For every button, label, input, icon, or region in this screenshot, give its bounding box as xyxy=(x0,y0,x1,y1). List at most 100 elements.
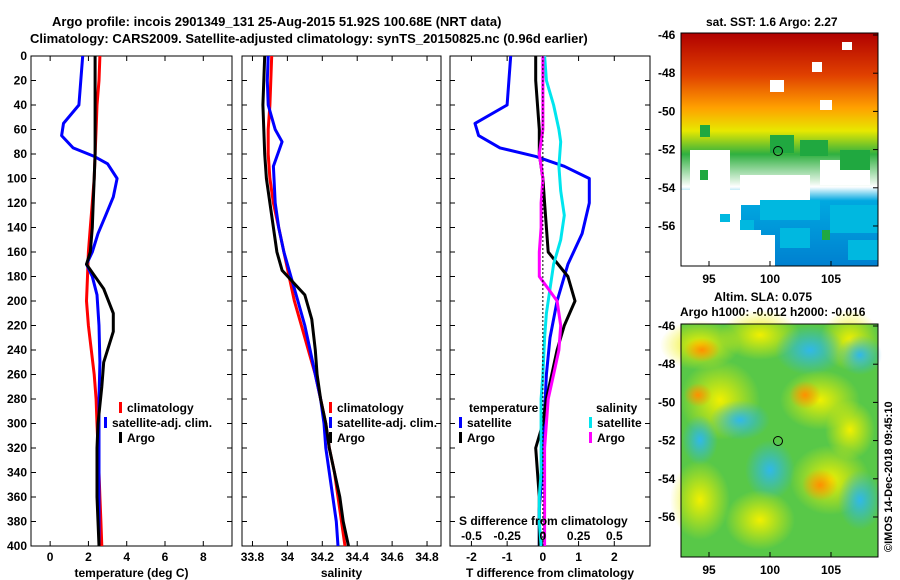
series-t-argo xyxy=(534,56,577,546)
depth-axis: 0 20 40 60 80 100 120 140 160 180 200 220 240 260 280 3… xyxy=(7,49,27,553)
sst-map: sat. SST: 1.6 Argo: 2.27 -46 -48 -50 -52 -54… xyxy=(658,15,879,286)
temperature-panel: 0 2 4 6 8 temperature (deg C) xyxy=(30,55,233,580)
depth-tick-label: 300 xyxy=(7,417,27,431)
series-satellite-adj-clim- xyxy=(60,55,119,546)
legend-satellite-label: satellite-adj. clim. xyxy=(112,416,212,430)
depth-tick-label: 0 xyxy=(20,49,27,63)
x-tick-label: 4 xyxy=(123,550,130,564)
s-difference-tick-label: -0.25 xyxy=(493,529,521,543)
sal-legend-climatology-label: climatology xyxy=(337,401,404,415)
x-tick-label: 8 xyxy=(200,550,207,564)
sla-anomaly-blob xyxy=(710,400,770,440)
lat-tick-label: -46 xyxy=(658,28,676,42)
diff-legend-salinity-title: salinity xyxy=(596,401,638,415)
s-difference-axis-title: S difference from climatology xyxy=(459,514,628,528)
diff-legend-s-argo-label: Argo xyxy=(597,431,625,445)
sal-legend-satellite-label: satellite-adj. clim. xyxy=(337,416,437,430)
depth-tick-label: 260 xyxy=(7,368,27,382)
figure-title-line2: Climatology: CARS2009. Satellite-adjuste… xyxy=(30,31,588,46)
sla-anomaly-blob xyxy=(838,470,882,530)
sst-pixel-block xyxy=(842,42,852,50)
lat-tick-label: -50 xyxy=(658,395,676,409)
sla-anomaly-blob xyxy=(682,415,718,465)
s-difference-tick-label: 0.25 xyxy=(567,529,591,543)
x-tick-label: 34.2 xyxy=(311,550,335,564)
lat-tick-label: -56 xyxy=(658,219,676,233)
x-tick-label: 0 xyxy=(540,550,547,564)
lon-tick-label: 95 xyxy=(702,272,716,286)
temperature-legend: climatology satellite-adj. clim. Argo xyxy=(104,401,212,445)
sla-anomaly-blob xyxy=(838,335,882,375)
sst-map-title: sat. SST: 1.6 Argo: 2.27 xyxy=(706,15,838,29)
salinity-legend: climatology satellite-adj. clim. Argo xyxy=(329,401,437,445)
diff-legend-t-satellite-swatch xyxy=(459,417,462,428)
legend-climatology-swatch xyxy=(119,402,122,413)
sal-legend-argo-swatch xyxy=(329,432,332,443)
diff-legend-s-satellite-label: satellite xyxy=(597,416,642,430)
x-axis-label: temperature (deg C) xyxy=(74,566,188,580)
sst-pixel-block xyxy=(700,125,710,137)
depth-tick-label: 100 xyxy=(7,172,27,186)
sla-anomaly-blob xyxy=(670,460,730,540)
depth-tick-label: 360 xyxy=(7,490,27,504)
lat-tick-label: -48 xyxy=(658,66,676,80)
legend-argo-swatch xyxy=(119,432,122,443)
lon-tick-label: 105 xyxy=(821,272,841,286)
depth-tick-label: 340 xyxy=(7,466,27,480)
sst-pixel-block xyxy=(848,240,878,260)
x-tick-label: 34.4 xyxy=(346,550,370,564)
lat-tick-label: -54 xyxy=(658,181,676,195)
series-argo xyxy=(261,55,350,547)
sla-anomaly-blob xyxy=(825,400,875,460)
sal-legend-satellite-swatch xyxy=(329,417,332,428)
x-tick-label: 2 xyxy=(85,550,92,564)
sla-argo-location-marker xyxy=(773,436,783,446)
lon-tick-label: 105 xyxy=(821,563,841,577)
sst-pixel-block xyxy=(700,170,708,180)
sst-pixel-block xyxy=(812,62,822,72)
lat-tick-label: -50 xyxy=(658,104,676,118)
legend-satellite-swatch xyxy=(104,417,107,428)
sst-pixel-block xyxy=(770,80,784,92)
x-tick-label: 1 xyxy=(575,550,582,564)
sst-argo-location-marker xyxy=(773,146,783,156)
depth-tick-label: 120 xyxy=(7,196,27,210)
depth-tick-label: 280 xyxy=(7,392,27,406)
plot-frame xyxy=(449,55,651,547)
x-tick-label: -1 xyxy=(502,550,513,564)
lat-tick-label: -52 xyxy=(658,143,676,157)
sst-pixel-block xyxy=(780,228,810,248)
diff-legend-t-argo-label: Argo xyxy=(467,431,495,445)
depth-tick-label: 220 xyxy=(7,319,27,333)
x-tick-label: 34.6 xyxy=(380,550,404,564)
sla-anomaly-blob xyxy=(725,490,795,550)
depth-tick-label: 80 xyxy=(14,147,28,161)
diff-legend-t-argo-swatch xyxy=(459,432,462,443)
depth-tick-label: 160 xyxy=(7,245,27,259)
depth-tick-label: 20 xyxy=(14,74,28,88)
depth-tick-label: 200 xyxy=(7,294,27,308)
lat-tick-label: -52 xyxy=(658,434,676,448)
depth-tick-label: 320 xyxy=(7,441,27,455)
series-satellite-adj-clim- xyxy=(265,55,340,547)
sst-pixel-block xyxy=(681,230,761,266)
diff-legend-t-satellite-label: satellite xyxy=(467,416,512,430)
sst-map-axes: -46 -48 -50 -52 -54 -56 95 100 105 xyxy=(658,28,878,286)
sst-pixel-block xyxy=(690,150,730,190)
s-difference-tick-label: -0.5 xyxy=(461,529,482,543)
sst-patches xyxy=(681,42,878,266)
figure-title-line1: Argo profile: incois 2901349_131 25-Aug-… xyxy=(52,14,501,29)
s-difference-tick-label: 0.5 xyxy=(606,529,623,543)
plot-frame xyxy=(241,55,442,547)
series-argo xyxy=(85,56,115,547)
lat-tick-label: -54 xyxy=(658,472,676,486)
sla-anomaly-blob xyxy=(745,440,795,500)
sst-pixel-block xyxy=(770,135,794,153)
sla-anomaly-blob xyxy=(684,338,720,362)
difference-legend: temperature satellite Argo salinity sate… xyxy=(459,401,642,528)
sst-pixel-block xyxy=(720,214,730,222)
diff-legend-s-satellite-swatch xyxy=(589,417,592,428)
salinity-panel: 33.8 34 34.2 34.4 34.6 34.8 salinity xyxy=(241,55,442,580)
lon-tick-label: 100 xyxy=(760,563,780,577)
sla-map-axes: -46 -48 -50 -52 -54 -56 95 100 105 xyxy=(658,319,878,577)
